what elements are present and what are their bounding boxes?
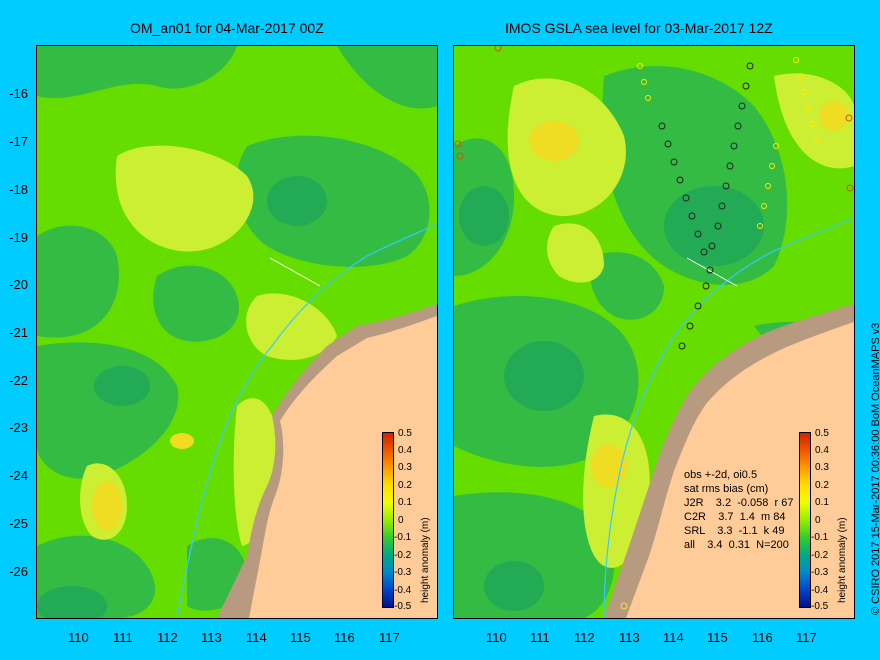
strong-positive-regions — [529, 101, 849, 488]
colorbar-label: -0.4 — [811, 585, 829, 596]
colorbar-label: -0.4 — [394, 585, 412, 596]
x-tick-label: 112 — [574, 630, 595, 645]
colorbar-label: -0.1 — [394, 532, 412, 543]
strong-negative-regions — [37, 176, 327, 618]
y-tick-label: -19 — [9, 230, 28, 245]
left-colorbar-gradient — [382, 432, 394, 608]
x-tick-label: 111 — [113, 630, 133, 645]
right-colorbar-gradient — [799, 432, 811, 608]
satellite-track-observations — [454, 46, 854, 610]
colorbar-label: 0.1 — [815, 497, 829, 508]
y-tick-label: -17 — [9, 134, 28, 149]
stats-line: J2R 3.2 -0.058 r 67 — [684, 497, 794, 509]
transect-line — [269, 257, 321, 287]
colorbar-label: 0.4 — [815, 445, 829, 456]
stats-line: SRL 3.3 -1.1 k 49 — [684, 525, 785, 537]
y-tick-label: -21 — [9, 325, 28, 340]
x-tick-label: 114 — [246, 630, 267, 645]
colorbar-label: -0.2 — [394, 550, 412, 561]
y-tick-label: -16 — [9, 86, 28, 101]
colorbar-label: 0 — [398, 515, 404, 526]
colorbar-label: 0.5 — [815, 428, 829, 439]
colorbar-label: 0.1 — [398, 497, 412, 508]
right-map-title: IMOS GSLA sea level for 03-Mar-2017 12Z — [505, 20, 773, 36]
colorbar-label: 0.4 — [398, 445, 412, 456]
x-tick-label: 110 — [68, 630, 89, 645]
x-tick-label: 114 — [663, 630, 684, 645]
colorbar-label: -0.1 — [811, 532, 829, 543]
colorbar-label: 0.2 — [398, 480, 412, 491]
x-tick-label: 112 — [157, 630, 178, 645]
colorbar-label: 0.2 — [815, 480, 829, 491]
right-map-panel — [453, 45, 855, 619]
x-tick-label: 113 — [619, 630, 640, 645]
x-tick-label: 116 — [752, 630, 773, 645]
colorbar-label: 0.3 — [398, 462, 412, 473]
right-colorbar-title: height anomaly (m) — [837, 517, 848, 603]
x-tick-label: 110 — [486, 630, 507, 645]
x-tick-label: 115 — [290, 630, 311, 645]
y-tick-label: -18 — [9, 182, 28, 197]
x-tick-label: 113 — [201, 630, 222, 645]
left-map-panel — [36, 45, 438, 619]
colorbar-label: -0.2 — [811, 550, 829, 561]
colorbar-label: 0.3 — [815, 462, 829, 473]
y-tick-label: -25 — [9, 516, 28, 531]
stats-line: C2R 3.7 1.4 m 84 — [684, 511, 786, 523]
x-tick-label: 115 — [707, 630, 728, 645]
stats-line: all 3.4 0.31 N=200 — [684, 539, 789, 551]
x-tick-label: 117 — [796, 630, 817, 645]
left-map-canvas — [37, 46, 437, 618]
colorbar-label: -0.5 — [394, 601, 412, 612]
right-map-canvas — [454, 46, 854, 618]
y-tick-label: -23 — [9, 420, 28, 435]
colorbar-label: -0.3 — [811, 567, 829, 578]
observation-stats: obs +-2d, oi0.5 sat rms bias (cm) J2R 3.2 … — [684, 468, 793, 552]
copyright-credit: © CSIRO 2017 15-Mar-2017 00:36:00 BoM Oc… — [870, 322, 880, 615]
y-tick-label: -26 — [9, 564, 28, 579]
y-tick-label: -20 — [9, 277, 28, 292]
colorbar-label: -0.5 — [811, 601, 829, 612]
x-tick-label: 111 — [530, 630, 550, 645]
colorbar-label: 0 — [815, 515, 821, 526]
bathymetry-contour — [603, 217, 854, 618]
x-tick-label: 117 — [379, 630, 400, 645]
left-colorbar — [382, 432, 394, 613]
strong-negative-regions — [459, 186, 764, 611]
left-colorbar-title: height anomaly (m) — [420, 517, 431, 603]
colorbar-label: -0.3 — [394, 567, 412, 578]
stats-line: obs +-2d, oi0.5 — [684, 469, 758, 481]
land-mass — [626, 322, 854, 618]
y-tick-label: -24 — [9, 468, 28, 483]
bathymetry-contour — [176, 223, 437, 618]
left-map-title: OM_an01 for 04-Mar-2017 00Z — [130, 20, 324, 36]
strong-positive-regions — [92, 433, 194, 531]
y-tick-label: -22 — [9, 373, 28, 388]
right-colorbar — [799, 432, 811, 613]
colorbar-label: 0.5 — [398, 428, 412, 439]
stats-line: sat rms bias (cm) — [684, 483, 769, 495]
x-tick-label: 116 — [334, 630, 355, 645]
